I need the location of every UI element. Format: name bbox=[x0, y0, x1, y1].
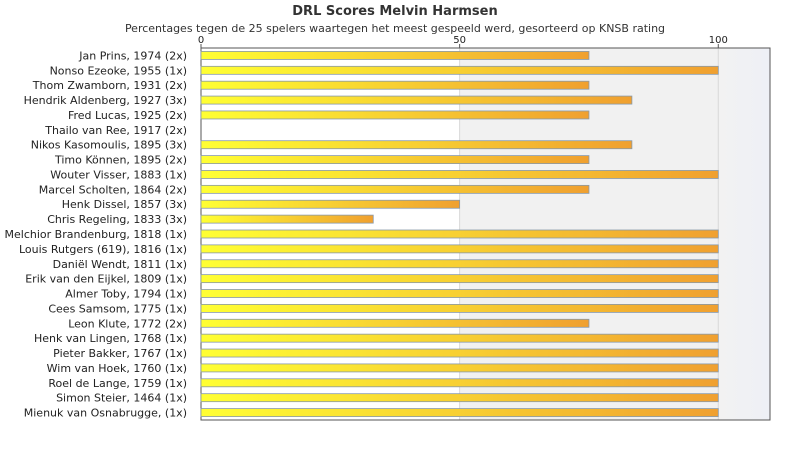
category-label: Wim van Hoek, 1760 (1x) bbox=[47, 362, 187, 375]
bar bbox=[200, 170, 719, 179]
category-label: Mienuk van Osnabrugge, (1x) bbox=[24, 407, 187, 420]
category-label: Nikos Kasomoulis, 1895 (3x) bbox=[31, 139, 187, 152]
chart-subtitle: Percentages tegen de 25 spelers waartege… bbox=[124, 22, 666, 35]
category-label: Simon Steier, 1464 (1x) bbox=[56, 392, 187, 405]
x-axis-ticks: 0 50 100 bbox=[198, 35, 728, 48]
bar bbox=[200, 199, 461, 209]
bar bbox=[200, 214, 374, 224]
bar bbox=[200, 65, 719, 75]
bar bbox=[200, 110, 590, 120]
category-label: Jan Prins, 1974 (2x) bbox=[78, 49, 187, 62]
category-label: Daniël Wendt, 1811 (1x) bbox=[53, 258, 187, 271]
category-label: Melchior Brandenburg, 1818 (1x) bbox=[5, 228, 187, 241]
category-label: Hendrik Aldenberg, 1927 (3x) bbox=[24, 94, 187, 107]
bar bbox=[200, 51, 590, 60]
tick-label: 0 bbox=[198, 35, 204, 46]
bars-group bbox=[200, 51, 719, 417]
bar bbox=[200, 140, 633, 150]
bar bbox=[200, 289, 719, 298]
category-label: Chris Regeling, 1833 (3x) bbox=[47, 213, 187, 226]
category-label: Erik van den Eijkel, 1809 (1x) bbox=[25, 273, 187, 286]
bar bbox=[200, 333, 719, 343]
bar bbox=[200, 393, 719, 403]
bar bbox=[200, 363, 719, 373]
category-label: Cees Samsom, 1775 (1x) bbox=[48, 302, 187, 315]
chart-title: DRL Scores Melvin Harmsen bbox=[292, 4, 498, 19]
category-label: Henk Dissel, 1857 (3x) bbox=[62, 198, 187, 211]
bar bbox=[200, 378, 719, 388]
category-label: Fred Lucas, 1925 (2x) bbox=[68, 109, 187, 122]
bar bbox=[200, 155, 590, 165]
category-label: Pieter Bakker, 1767 (1x) bbox=[53, 347, 187, 360]
category-label: Nonso Ezeoke, 1955 (1x) bbox=[50, 64, 187, 77]
category-label: Marcel Scholten, 1864 (2x) bbox=[39, 183, 187, 196]
category-label: Louis Rutgers (619), 1816 (1x) bbox=[19, 243, 187, 256]
category-label: Almer Toby, 1794 (1x) bbox=[65, 288, 187, 301]
bar bbox=[200, 244, 719, 254]
plot-band-100-plus bbox=[718, 48, 770, 420]
bar bbox=[200, 303, 719, 313]
category-label: Thom Zwamborn, 1931 (2x) bbox=[32, 79, 187, 92]
tick-label: 50 bbox=[453, 35, 466, 46]
category-label: Wouter Visser, 1883 (1x) bbox=[50, 168, 187, 181]
bar bbox=[200, 274, 719, 284]
bar bbox=[200, 259, 719, 269]
bar bbox=[200, 184, 590, 194]
bar bbox=[200, 95, 633, 105]
plot-background bbox=[200, 47, 771, 421]
bar bbox=[200, 80, 590, 90]
category-label: Leon Klute, 1772 (2x) bbox=[68, 317, 187, 330]
tick-label: 100 bbox=[709, 35, 728, 46]
bar bbox=[200, 348, 719, 358]
category-label: Thailo van Ree, 1917 (2x) bbox=[44, 124, 187, 137]
category-label: Roel de Lange, 1759 (1x) bbox=[48, 377, 187, 390]
category-label: Henk van Lingen, 1768 (1x) bbox=[34, 332, 187, 345]
category-label: Timo Können, 1895 (2x) bbox=[54, 154, 187, 167]
category-labels: Jan Prins, 1974 (2x) Nonso Ezeoke, 1955 (… bbox=[5, 49, 187, 419]
bar bbox=[200, 318, 590, 328]
bar bbox=[200, 408, 719, 417]
bar bbox=[200, 229, 719, 239]
